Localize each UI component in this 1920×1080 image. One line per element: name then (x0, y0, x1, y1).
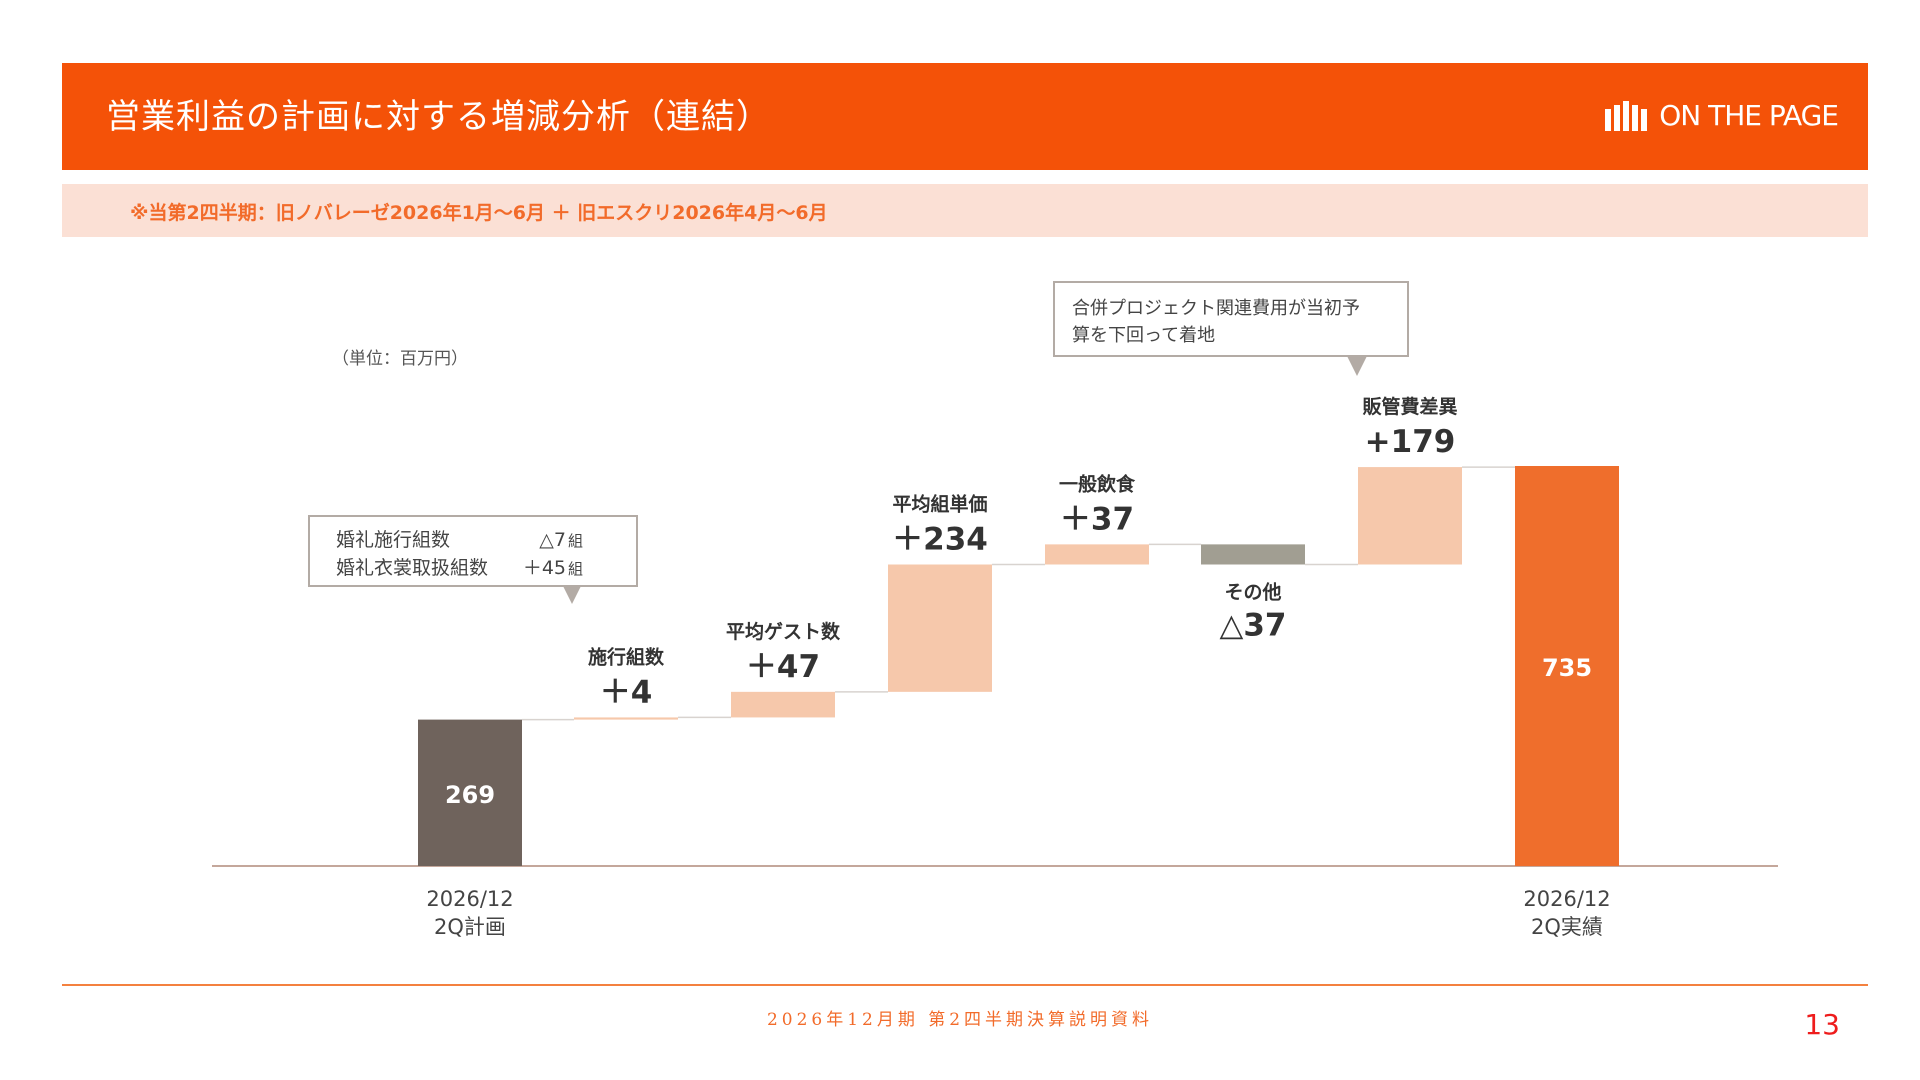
callout-row-unit: 組 (568, 532, 583, 550)
category-label: 2026/12 (1523, 887, 1610, 911)
delta-value-label: ＋4 (600, 674, 653, 710)
period-note: ※当第2四半期：旧ノバレーゼ2026年1月～6月 ＋ 旧エスクリ2026年4月～… (130, 202, 828, 224)
brand-logo-icon (1605, 100, 1648, 131)
callout-pointer-1 (563, 586, 581, 604)
bar-7 (1358, 467, 1462, 565)
callout-row-unit: 組 (568, 560, 583, 578)
callout-pointer-2 (1347, 356, 1367, 376)
callout-box-1 (308, 515, 638, 587)
delta-value-label: △37 (1220, 608, 1287, 644)
category-label: 2Q実績 (1531, 915, 1603, 939)
callout-row-label: 婚礼衣裳取扱組数 (336, 557, 488, 579)
unit-label: （単位：百万円） (332, 349, 468, 369)
category-label: 平均ゲスト数 (726, 620, 841, 643)
callout-note-line: 合併プロジェクト関連費用が当初予 (1072, 298, 1360, 319)
page-number: 13 (1804, 1008, 1840, 1041)
category-label: その他 (1224, 581, 1281, 604)
delta-value-label: ＋47 (746, 649, 820, 685)
callout-row-label: 婚礼施行組数 (336, 529, 450, 551)
page-title: 営業利益の計画に対する増減分析（連結） (106, 97, 771, 137)
delta-value-label: ＋37 (1060, 501, 1134, 537)
category-label: 施行組数 (588, 645, 665, 668)
total-value-label: 735 (1542, 654, 1592, 682)
category-label: 2026/12 (426, 887, 513, 911)
callout-row-value: ＋45 (523, 557, 566, 579)
bar-8 (1515, 466, 1619, 866)
total-value-label: 269 (445, 781, 495, 809)
delta-value-label: ＋234 (892, 522, 988, 558)
callout-note-line: 算を下回って着地 (1072, 325, 1215, 346)
category-label: 平均組単価 (892, 493, 987, 516)
brand-name: ON THE PAGE (1659, 99, 1839, 132)
period-note-bar: ※当第2四半期：旧ノバレーゼ2026年1月～6月 ＋ 旧エスクリ2026年4月～… (62, 184, 1868, 237)
category-label: 2Q計画 (434, 915, 506, 939)
category-label: 一般飲食 (1059, 472, 1136, 495)
footer-divider (62, 984, 1868, 986)
bar-2 (574, 717, 678, 720)
bar-5 (1045, 544, 1149, 565)
header-bar: 営業利益の計画に対する増減分析（連結） ON THE PAGE (62, 63, 1868, 170)
bar-4 (888, 564, 992, 692)
callout-box-2 (1053, 281, 1409, 357)
delta-value-label: +179 (1365, 424, 1456, 460)
footer-caption: 2026年12月期 第2四半期決算説明資料 (766, 1010, 1154, 1030)
bar-6 (1201, 544, 1305, 565)
brand: ON THE PAGE (1605, 99, 1839, 132)
callout-row-value: △7 (539, 529, 566, 551)
bar-1 (418, 719, 522, 866)
category-label: 販管費差異 (1362, 395, 1457, 418)
bar-3 (731, 691, 835, 718)
